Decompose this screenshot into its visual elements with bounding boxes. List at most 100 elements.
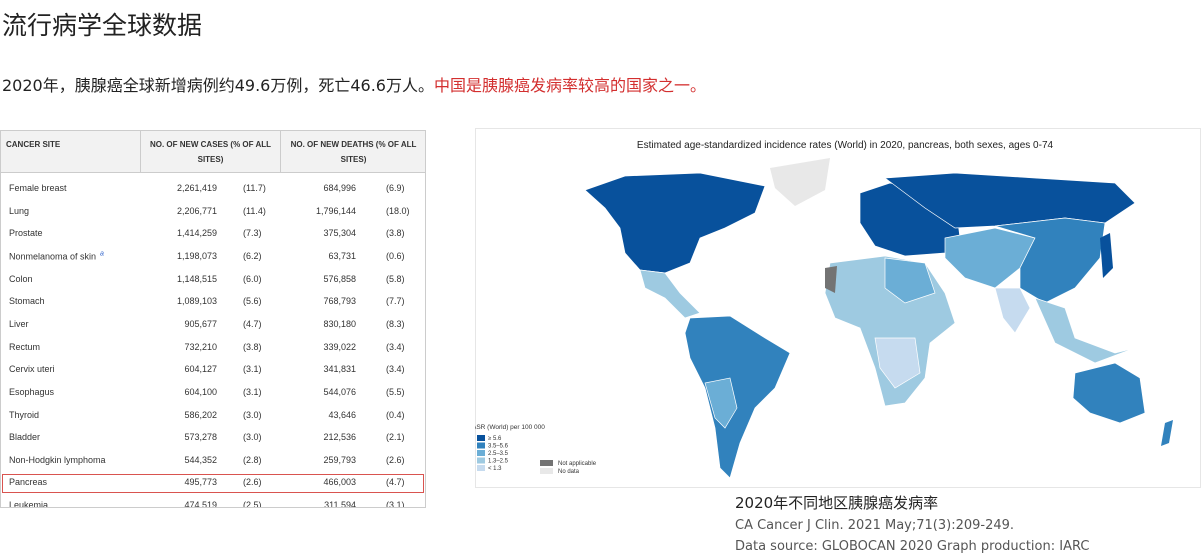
table-cell: (7.3) [243, 228, 262, 239]
table-cell: (18.0) [386, 205, 410, 216]
table-cell: (3.1) [386, 500, 405, 508]
legend-swatch [477, 465, 485, 471]
caption-citation: CA Cancer J Clin. 2021 May;71(3):209-249… [735, 518, 1015, 533]
legend-swatch [477, 435, 485, 441]
cancer-site: Prostate [9, 228, 43, 239]
summary-highlight: 中国是胰腺癌发病率较高的国家之一。 [433, 76, 706, 95]
table-cell: 341,831 [323, 364, 356, 375]
table-cell: 1,148,515 [176, 273, 217, 284]
table-cell: (3.1) [243, 386, 262, 397]
table-cell: (3.4) [386, 341, 405, 352]
table-cell: (5.5) [386, 386, 405, 397]
table-cell: (11.4) [243, 205, 266, 216]
legend-swatch [477, 442, 485, 449]
table-cell: (7.7) [386, 296, 405, 307]
table-cell: 375,304 [323, 228, 356, 239]
table-cell: 259,793 [323, 454, 356, 465]
table-cell: 1,089,103 [176, 296, 217, 307]
table-cell: 63,731 [328, 250, 356, 261]
caption-source: Data source: GLOBOCAN 2020 Graph product… [735, 539, 1090, 554]
table-cell: 732,210 [184, 341, 217, 352]
table-cell: (2.6) [386, 454, 405, 465]
table-cell: (2.6) [243, 477, 262, 488]
legend-title: ASR (World) per 100 000 [475, 424, 545, 431]
table-cell: (6.9) [386, 183, 405, 193]
cancer-site: Rectum [9, 341, 41, 352]
table-cell: (2.8) [243, 454, 262, 465]
table-cell: 604,100 [184, 386, 217, 397]
caption-title: 2020年不同地区胰腺癌发病率 [735, 494, 939, 512]
table-cell: 544,352 [184, 454, 217, 465]
legend-label: No data [558, 469, 580, 475]
legend-label: 3.5–5.6 [488, 444, 509, 450]
table-cell: (6.2) [243, 250, 262, 261]
table-cell: 544,076 [323, 386, 356, 397]
table-cell: 43,646 [328, 409, 356, 420]
table-cell: 495,773 [184, 477, 217, 488]
cancer-site: Thyroid [9, 409, 40, 420]
legend-swatch [540, 460, 553, 466]
legend-label: 2.5–3.5 [488, 451, 509, 457]
cancer-site: Lung [9, 205, 30, 216]
column-header: NO. OF NEW CASES (% OF ALL SITES) [141, 131, 281, 173]
table-cell: (3.0) [243, 409, 262, 420]
table-cell: (0.4) [386, 409, 405, 420]
legend-label: 1.3–2.5 [488, 459, 509, 465]
table-cell: 2,206,771 [176, 205, 217, 216]
cancer-site: Non-Hodgkin lymphoma [9, 454, 106, 465]
table-cell: 684,996 [323, 183, 356, 193]
table-cell: (3.8) [243, 341, 262, 352]
table-cell: 586,202 [184, 409, 217, 420]
table-cell: 1,796,144 [315, 205, 356, 216]
table-cell: 474,519 [184, 500, 217, 508]
cancer-site: Colon [9, 273, 33, 284]
page-title: 流行病学全球数据 [2, 11, 203, 40]
table-cell: (0.6) [386, 250, 405, 261]
table-cell: (2.5) [243, 500, 262, 508]
legend-label: Not applicable [558, 461, 597, 467]
cancer-site: Esophagus [9, 386, 55, 397]
legend-label: < 1.3 [488, 466, 502, 472]
table-cell: 768,793 [323, 296, 356, 307]
table-cell: 573,278 [184, 432, 217, 443]
table-cell: 830,180 [323, 318, 356, 329]
table-cell: 604,127 [184, 364, 217, 375]
table-cell: (3.4) [386, 364, 405, 375]
summary: 2020年，胰腺癌全球新增病例约49.6万例，死亡46.6万人。中国是胰腺癌发病… [2, 72, 706, 96]
table-cell: (3.0) [243, 432, 262, 443]
legend-swatch [540, 468, 553, 474]
summary-text: 2020年，胰腺癌全球新增病例约49.6万例，死亡46.6万人。 [2, 76, 434, 95]
table-cell: (4.7) [386, 477, 405, 488]
footnote-mark: a [100, 250, 104, 258]
cancer-site: Nonmelanoma of skin a [9, 250, 104, 262]
legend-swatch [477, 457, 485, 464]
world-map: ASR (World) per 100 000 ≥ 5.6 3.5–5.62.5–3… [475, 128, 1201, 488]
cancer-site: Pancreas [9, 477, 48, 488]
table-cell: 339,022 [323, 341, 356, 352]
cancer-table: CANCER SITE NO. OF NEW CASES (% OF ALL SI… [0, 130, 426, 508]
table-cell: 1,414,259 [176, 228, 217, 239]
table-cell: (2.1) [386, 432, 405, 443]
table-cell: 212,536 [323, 432, 356, 443]
column-header: NO. OF NEW DEATHS (% OF ALL SITES) [281, 131, 425, 173]
cancer-site: Bladder [9, 432, 41, 443]
table-cell: (5.8) [386, 273, 405, 284]
table-cell: 1,198,073 [176, 250, 217, 261]
legend-swatch [477, 450, 485, 456]
table-cell: (3.8) [386, 228, 405, 239]
column-header: CANCER SITE [1, 131, 141, 173]
table-cell: 466,003 [323, 477, 356, 488]
cancer-site: Stomach [9, 296, 45, 307]
table-cell: (6.0) [243, 273, 262, 284]
table-cell: (5.6) [243, 296, 262, 307]
table-cell: (11.7) [243, 183, 266, 193]
table-cell: (4.7) [243, 318, 262, 329]
table-cell: (3.1) [243, 364, 262, 375]
map-title: Estimated age-standardized incidence rat… [637, 140, 1054, 151]
table-cell: 905,677 [184, 318, 217, 329]
cancer-site: Female breast [9, 183, 67, 193]
table-cell: 311,594 [324, 500, 356, 508]
row-highlight [2, 474, 424, 493]
cancer-site: Leukemia [9, 500, 49, 508]
